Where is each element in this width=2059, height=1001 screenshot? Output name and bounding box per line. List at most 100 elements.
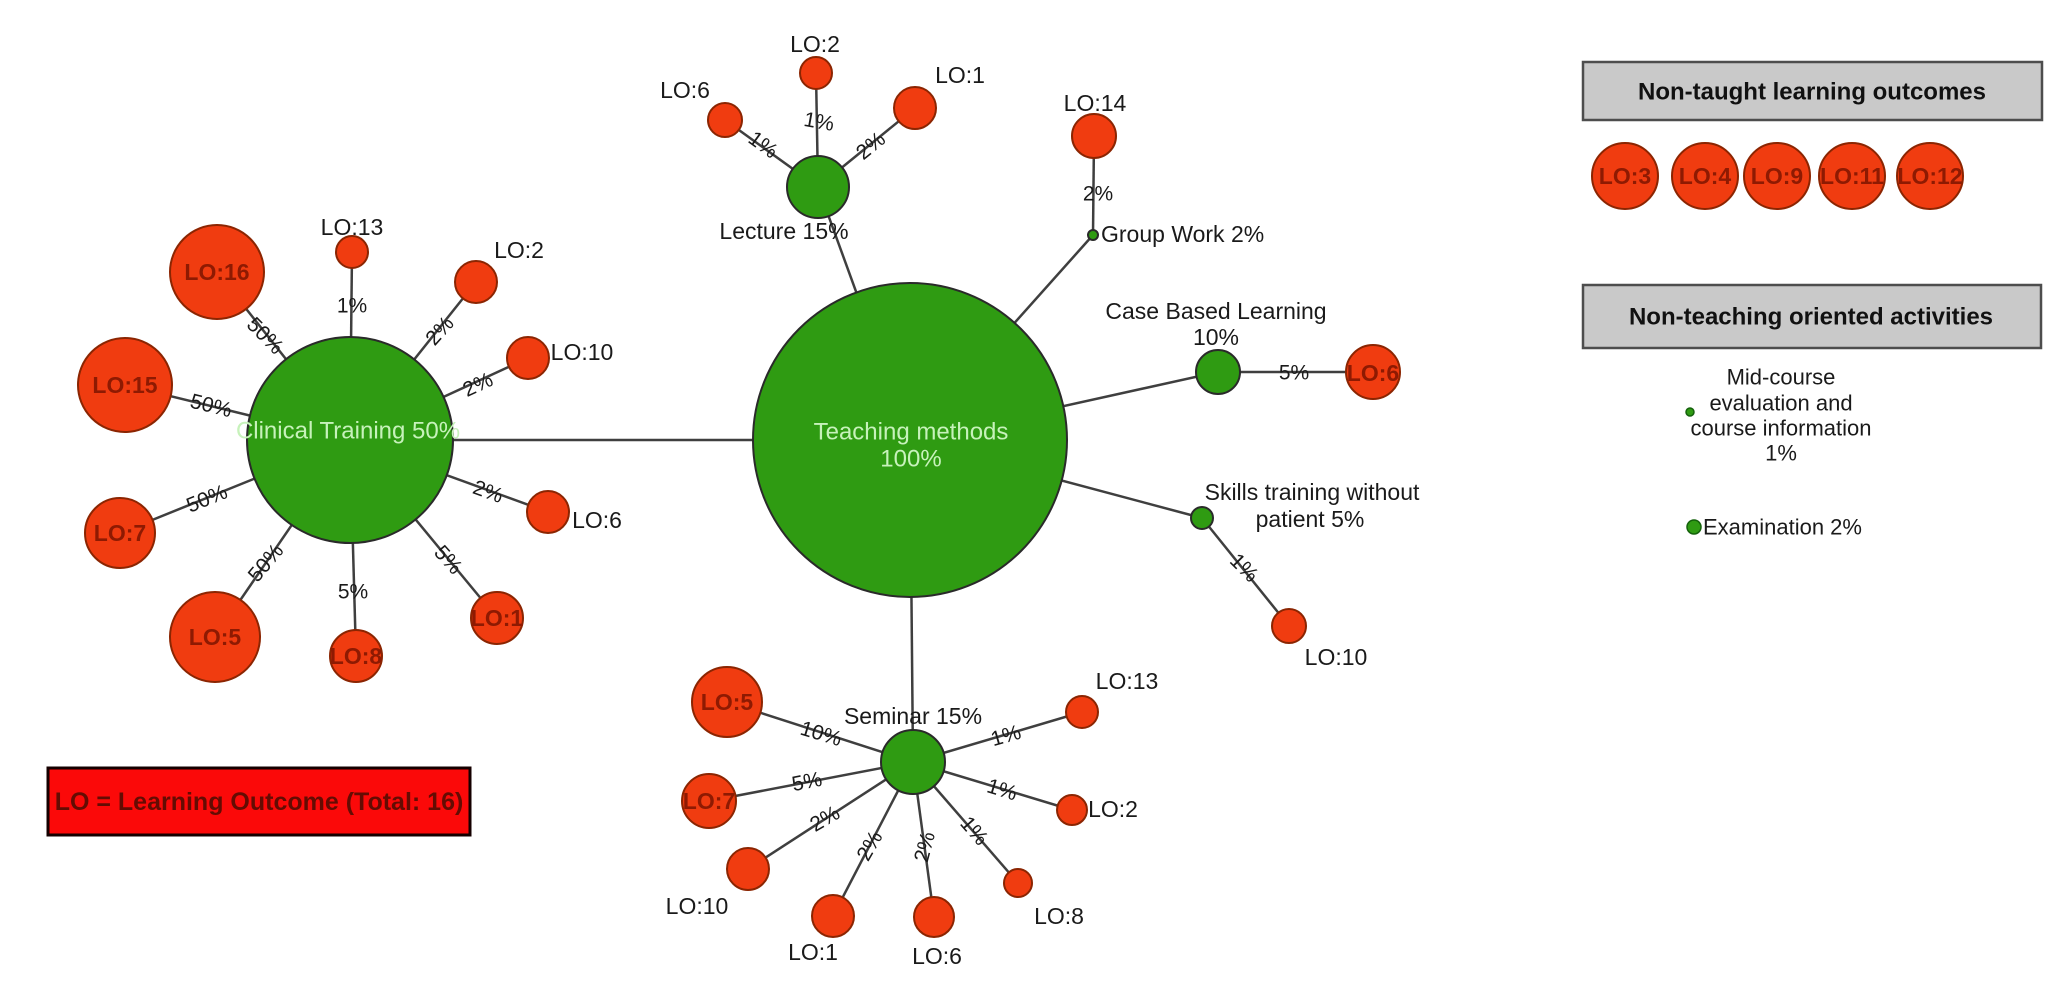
nontaught-lo11-label: LO:11 — [1820, 163, 1884, 189]
lecture-node — [786, 155, 850, 219]
nontaught-lo3-label: LO:3 — [1599, 163, 1651, 189]
non-teaching-header-box — [1581, 283, 2043, 350]
mid-course-line2: evaluation and — [1709, 391, 1852, 416]
nontaught-lo9-label: LO:9 — [1751, 163, 1803, 189]
seminar-lo2-node — [1056, 794, 1088, 826]
non-taught-header-box — [1581, 60, 2044, 122]
clinical-lo1-label: LO:1 — [471, 605, 524, 631]
nontaught-lo9-node — [1743, 142, 1811, 210]
clinical-lo15-node — [77, 337, 173, 433]
examination-label: Examination 2% — [1703, 515, 1862, 540]
clinical-lo10-node — [506, 336, 550, 380]
seminar-lo13-node — [1065, 695, 1099, 729]
key-text: LO = Learning Outcome (Total: 16) — [55, 788, 464, 816]
clinical-lo5-node — [169, 591, 261, 683]
lecture-lo6-label: LO:6 — [660, 77, 710, 103]
clinical-lo8-pct: 5% — [338, 581, 368, 604]
clinical-training-label: Clinical Training 50% — [236, 418, 460, 445]
casebased-lo6-node — [1345, 344, 1401, 400]
key-panel: LO = Learning Outcome (Total: 16) — [46, 766, 472, 837]
seminar-lo2-label: LO:2 — [1088, 796, 1138, 822]
lecture-lo6-node — [707, 102, 743, 138]
clinical-lo7-pct: 50% — [183, 480, 231, 517]
clinical-lo16-label: LO:16 — [184, 259, 249, 285]
non-taught-title: Non-taught learning outcomes — [1638, 79, 1986, 106]
seminar-lo2-pct: 1% — [984, 775, 1020, 806]
skills-lo10-node — [1271, 608, 1307, 644]
teaching-methods-node — [752, 282, 1068, 598]
groupwork-lo14-node — [1071, 113, 1117, 159]
skills-training-node — [1190, 506, 1214, 530]
mid-course-dot — [1685, 407, 1695, 417]
seminar-lo10-pct: 2% — [806, 801, 844, 836]
seminar-lo1-pct: 2% — [852, 827, 887, 865]
lecture-lo2-pct: 1% — [802, 108, 836, 136]
group-work-node — [1087, 229, 1099, 241]
teaching-methods-label-line1: Teaching methods — [814, 419, 1009, 446]
seminar-lo5-label: LO:5 — [701, 689, 754, 715]
clinical-training-node — [246, 336, 454, 544]
seminar-lo6-label: LO:6 — [912, 943, 962, 969]
lecture-label: Lecture 15% — [719, 218, 848, 244]
nontaught-lo4-label: LO:4 — [1679, 163, 1732, 189]
clinical-lo8-node — [329, 629, 383, 683]
mid-course-line1: Mid-course — [1727, 365, 1836, 390]
lecture-lo2-label: LO:2 — [790, 31, 840, 57]
clinical-lo2-label: LO:2 — [494, 237, 544, 263]
lecture-lo1-node — [893, 86, 937, 130]
edge-seminar-lo7 — [708, 760, 914, 803]
seminar-lo6-node — [913, 896, 955, 938]
seminar-lo10-node — [726, 847, 770, 891]
seminar-lo7-pct: 5% — [790, 768, 824, 796]
clinical-lo5-pct: 50% — [244, 540, 289, 587]
seminar-lo8-label: LO:8 — [1034, 903, 1084, 929]
groupwork-lo14-pct: 2% — [1083, 183, 1113, 206]
nontaught-lo4-node — [1671, 142, 1739, 210]
seminar-lo1-label: LO:1 — [788, 939, 838, 965]
non-teaching-panel: Non-teaching oriented activities Mid-cou… — [1581, 283, 2043, 540]
clinical-lo13-label: LO:13 — [321, 214, 384, 240]
seminar-lo1-node — [811, 894, 855, 938]
mid-course-line3: course information — [1691, 416, 1872, 441]
skills-lo10-label: LO:10 — [1305, 644, 1368, 670]
casebased-lo6-label: LO:6 — [1347, 360, 1399, 386]
clinical-lo10-label: LO:10 — [551, 339, 614, 365]
lecture-lo1-label: LO:1 — [935, 62, 985, 88]
clinical-lo13-pct: 1% — [337, 295, 367, 318]
seminar-lo13-label: LO:13 — [1096, 668, 1159, 694]
nontaught-lo3-node — [1591, 142, 1659, 210]
mid-course-line4: 1% — [1765, 441, 1797, 466]
clinical-lo8-label: LO:8 — [330, 643, 383, 669]
clinical-lo7-node — [84, 497, 156, 569]
non-taught-panel: Non-taught learning outcomes LO:3 LO:4 L… — [1581, 60, 2044, 210]
clinical-lo13-node — [335, 235, 369, 269]
case-based-label-line1: Case Based Learning — [1105, 298, 1326, 324]
clinical-lo6-label: LO:6 — [572, 507, 622, 533]
lecture-lo2-node — [799, 56, 833, 90]
clinical-lo6-pct: 2% — [470, 476, 506, 508]
clinical-lo5-label: LO:5 — [189, 624, 242, 650]
seminar-lo7-node — [681, 773, 737, 829]
method-nodes — [246, 155, 1241, 795]
skills-label-line1: Skills training without — [1205, 479, 1420, 505]
seminar-lo10-label: LO:10 — [666, 893, 729, 919]
seminar-lo6-pct: 2% — [910, 829, 940, 864]
seminar-lo8-node — [1003, 868, 1033, 898]
nontaught-lo12-node — [1896, 142, 1964, 210]
clinical-lo1-node — [470, 591, 524, 645]
clinical-lo7-label: LO:7 — [94, 520, 146, 546]
case-based-learning-node — [1195, 349, 1241, 395]
non-teaching-title: Non-teaching oriented activities — [1629, 304, 1993, 331]
clinical-lo15-label: LO:15 — [92, 372, 157, 398]
skills-label-line2: patient 5% — [1256, 506, 1365, 532]
teaching-methods-label-line2: 100% — [880, 446, 941, 473]
key-box — [46, 766, 472, 837]
seminar-lo13-pct: 1% — [988, 721, 1024, 751]
groupwork-lo14-label: LO:14 — [1064, 90, 1127, 116]
nontaught-lo11-node — [1818, 142, 1886, 210]
edge-skills-lo10 — [1201, 517, 1290, 627]
clinical-lo2-node — [454, 260, 498, 304]
case-based-label-line2: 10% — [1193, 324, 1239, 350]
outcome-nodes — [77, 56, 1401, 938]
